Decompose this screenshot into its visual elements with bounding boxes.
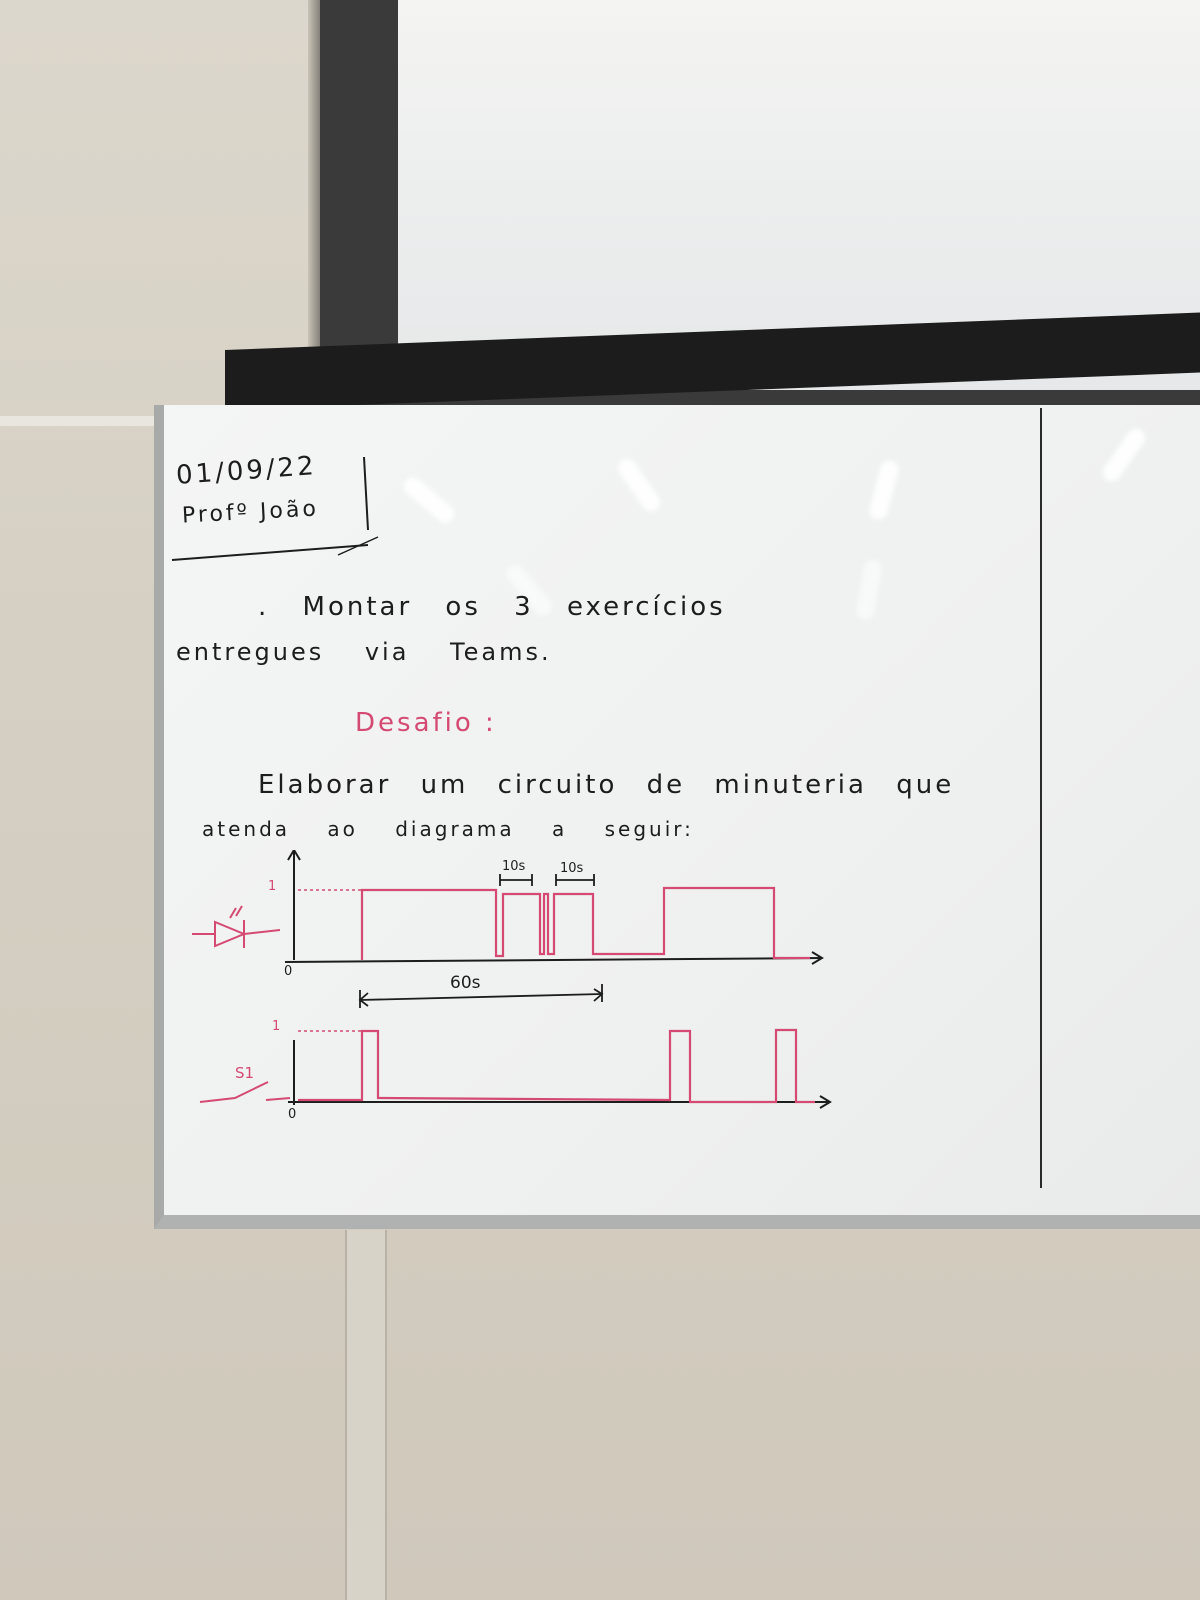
- interval-60s-label: 60s: [450, 973, 481, 993]
- bottom-x-axis-arrow: [819, 1095, 832, 1109]
- interval-markers: [358, 874, 604, 1008]
- led-icon: [192, 905, 281, 948]
- top-y-axis-arrow: [287, 850, 301, 861]
- top-low-label: 0: [284, 964, 292, 979]
- bottom-low-label: 0: [288, 1107, 296, 1122]
- top-x-axis: [284, 957, 823, 963]
- interval-10s-label-a: 10s: [502, 859, 526, 874]
- top-x-axis-arrow: [811, 951, 824, 965]
- wall-trim: [0, 416, 170, 426]
- interval-10s-label-b: 10s: [560, 861, 584, 876]
- challenge-line-2: atenda ao diagrama a seguir:: [202, 817, 694, 841]
- bottom-high-label: 1: [272, 1019, 280, 1034]
- task-line-1: . Montar os 3 exercícios: [258, 592, 726, 622]
- whiteboard-stand-left: [345, 1230, 387, 1600]
- timing-diagram: S1 1 0 1 0 60s 10s 10s: [192, 850, 832, 1122]
- task-line-2: entregues via Teams.: [176, 638, 552, 666]
- switch-signal-waveform: [298, 1028, 815, 1104]
- switch-label: S1: [235, 1064, 254, 1082]
- switch-icon: [199, 1081, 291, 1103]
- whiteboard: [154, 405, 1200, 1229]
- whiteboard-divider-line: [1040, 408, 1042, 1188]
- challenge-line-1: Elaborar um circuito de minuteria que: [258, 770, 955, 800]
- challenge-heading: Desafio :: [355, 708, 497, 738]
- led-signal-waveform: [360, 886, 810, 960]
- top-high-label: 1: [268, 879, 276, 894]
- header-box-lines: [171, 456, 379, 561]
